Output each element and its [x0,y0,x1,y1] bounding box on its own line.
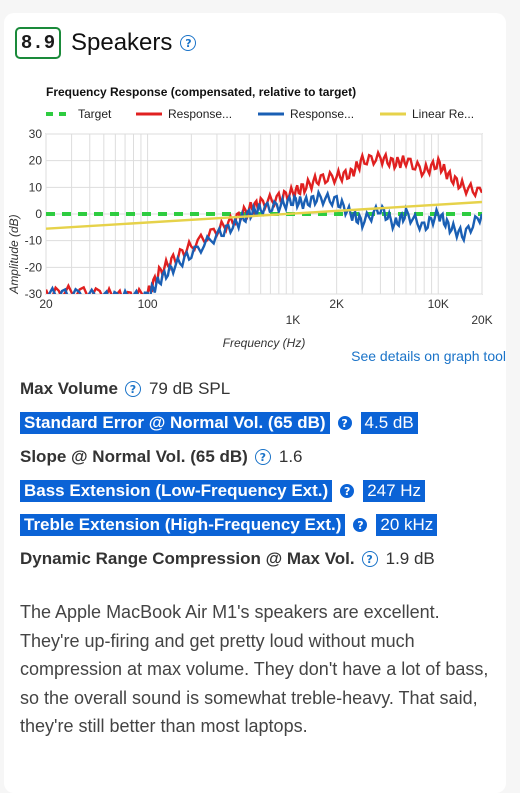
spec-value: 247 Hz [363,480,426,502]
spec-label: Slope @ Normal Vol. (65 dB) [20,447,248,466]
series-line [46,200,482,230]
chart-lines [46,149,482,294]
spec-row: Dynamic Range Compression @ Max Vol.? 1.9… [20,542,437,576]
legend-label: Target [78,107,112,121]
y-tick-label: 20 [29,154,43,168]
legend-item: Target [46,107,112,121]
spec-row: Standard Error @ Normal Vol. (65 dB)? 4.5… [20,406,437,440]
x-tick-label: 1K [286,313,301,327]
chart-title: Frequency Response (compensated, relativ… [46,85,356,99]
question-circle-icon[interactable]: ? [180,35,197,51]
x-tick-label: 100 [138,297,158,311]
legend-label: Response... [290,107,354,121]
question-circle-icon[interactable]: ? [339,483,356,499]
x-tick-label: 10K [428,297,449,311]
question-circle-icon[interactable]: ? [254,449,271,465]
spec-row: Treble Extension (High-Frequency Ext.)? 2… [20,508,438,542]
spec-value: 1.9 dB [385,549,435,568]
question-circle-icon[interactable]: ? [124,381,141,397]
legend-item: Response... [136,107,232,121]
spec-list: Max Volume? 79 dB SPL Standard Error @ Nor… [20,372,438,576]
legend-item: Response... [258,107,354,121]
legend-item: Linear Re... [380,107,474,121]
spec-label: Treble Extension (High-Frequency Ext.) [20,514,346,536]
y-tick-label: -10 [25,234,43,248]
x-tick-label: 20 [39,297,53,311]
speakers-description: The Apple MacBook Air M1's speakers are … [20,602,489,736]
question-circle-icon[interactable]: ? [352,517,369,533]
spec-value: 4.5 dB [360,412,418,434]
spec-label: Bass Extension (Low-Frequency Ext.) [20,480,333,502]
question-circle-icon[interactable]: ? [336,415,353,431]
x-tick-label: 2K [329,297,344,311]
y-tick-label: 0 [35,207,42,221]
chart-legend: Target Response... Response... Linear Re... [46,107,474,121]
question-circle-icon[interactable]: ? [361,551,378,567]
series-line [47,188,482,294]
graph-tool-link[interactable]: See details on graph tool [351,348,506,364]
spec-label: Max Volume [20,379,118,398]
y-tick-label: -30 [25,287,43,301]
spec-label: Dynamic Range Compression @ Max Vol. [20,549,355,568]
y-tick-label: 30 [29,127,43,141]
legend-label: Response... [168,107,232,121]
spec-row: Max Volume? 79 dB SPL [20,372,437,406]
spec-value: 1.6 [278,447,303,466]
spec-row: Bass Extension (Low-Frequency Ext.)? 247 … [20,474,437,508]
y-tick-label: 10 [29,180,43,194]
x-tick-label: 20K [471,313,492,327]
section-header: 8.9 Speakers ? [15,26,197,60]
section-title: Speakers [71,29,173,56]
y-tick-label: -20 [25,260,43,274]
y-axis-label: Amplitude (dB) [7,214,21,294]
spec-value: 79 dB SPL [148,379,231,398]
legend-label: Linear Re... [412,107,474,121]
spec-value: 20 kHz [376,514,438,536]
spec-row: Slope @ Normal Vol. (65 dB)? 1.6 [20,440,437,474]
spec-label: Standard Error @ Normal Vol. (65 dB) [20,412,330,434]
frequency-response-chart: Frequency Response (compensated, relativ… [7,85,493,350]
score-badge: 8.9 [15,27,61,59]
x-axis-label: Frequency (Hz) [223,336,306,350]
